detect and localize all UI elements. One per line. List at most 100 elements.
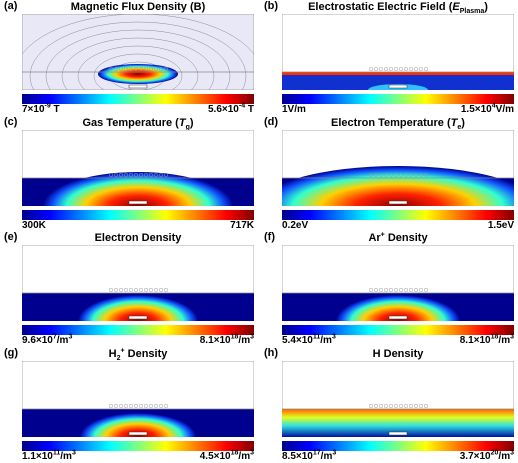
field-shape	[403, 403, 409, 408]
field-region	[282, 72, 514, 90]
simulation-image	[282, 245, 514, 321]
text-segment: Density	[124, 347, 168, 360]
field-shape	[153, 287, 159, 293]
text-segment: /m	[320, 450, 333, 462]
text-segment: 3	[331, 333, 336, 341]
text-segment: 8.1×10	[199, 335, 231, 346]
text-segment: +	[120, 346, 125, 354]
field-shape	[113, 403, 119, 408]
field-region	[388, 84, 408, 89]
panel-title: Magnetic Flux Density (B)	[22, 1, 254, 13]
field-shape	[138, 172, 144, 177]
panel-title: Electron Temperature (Te)	[282, 116, 514, 131]
field-shape	[413, 172, 419, 177]
field-shape	[282, 165, 514, 206]
field-shape	[378, 403, 384, 408]
field-shape	[143, 287, 149, 293]
field-shape	[158, 172, 164, 177]
text-segment: 9.6×10	[22, 335, 53, 346]
field-shape	[368, 172, 374, 177]
text-segment: Electron Temperature (	[331, 116, 451, 129]
field-shape	[118, 403, 124, 408]
panel-title: Ar+ Density	[282, 231, 514, 244]
field-shape	[148, 66, 154, 72]
text-segment: +	[380, 231, 385, 239]
field-shape	[423, 403, 429, 408]
colorbar-min: 1V/m	[282, 104, 306, 115]
field-shape	[163, 287, 169, 293]
colorbar-max: 717K	[230, 220, 254, 231]
text-segment: 3	[332, 449, 337, 457]
field-shape	[388, 66, 394, 72]
colorbar-max: 4.5×1018/m3	[200, 449, 254, 461]
field-shape	[45, 29, 231, 90]
field-shape	[158, 403, 164, 408]
field-shape	[77, 45, 199, 90]
field-shape	[29, 21, 247, 90]
panel-label: (a)	[4, 0, 18, 12]
text-segment: 1.5eV	[487, 219, 514, 231]
text-segment: 3	[510, 333, 514, 341]
text-segment: 8.5×10	[282, 450, 313, 462]
field-shape	[393, 172, 399, 177]
text-segment: Plasma	[459, 8, 485, 16]
colorbar-max: 3.7×1020/m3	[460, 449, 514, 462]
field-shape	[43, 171, 233, 206]
field-shape	[398, 172, 404, 177]
text-segment: T	[50, 104, 60, 115]
panel-label: (h)	[264, 346, 279, 359]
field-shape	[398, 66, 404, 72]
field-shape	[108, 172, 114, 177]
field-shape	[143, 172, 149, 177]
field-shape	[113, 172, 119, 177]
panel: (h) H Density 8.5×1017/m3 3.7×1020/m3	[264, 347, 514, 462]
field-shape	[383, 172, 389, 177]
field-region	[128, 431, 148, 435]
colorbar	[282, 325, 514, 335]
field-shape	[423, 172, 429, 177]
colorbar	[22, 94, 254, 104]
field-shape	[153, 172, 159, 177]
field-shape	[123, 287, 129, 293]
field-shape	[413, 403, 419, 408]
field-shape	[163, 403, 169, 408]
field-region	[128, 315, 148, 320]
colorbar-max: 8.1×1018/m3	[199, 333, 254, 346]
colorbar	[22, 440, 254, 451]
field-shape	[413, 287, 419, 293]
field-shape	[143, 66, 149, 72]
field-shape	[403, 66, 409, 72]
field-shape	[113, 287, 119, 293]
text-segment: /m	[56, 335, 69, 346]
field-shape	[336, 295, 460, 321]
field-region	[128, 84, 148, 89]
field-shape	[383, 66, 389, 72]
field-shape	[153, 66, 159, 72]
field-shape	[408, 287, 414, 293]
field-shape	[368, 287, 374, 293]
text-segment: 3	[250, 333, 254, 341]
field-shape	[148, 172, 154, 177]
panel-label: (f)	[264, 231, 275, 243]
colorbar-min: 7×10-9 T	[22, 103, 60, 115]
field-shape	[403, 287, 409, 293]
field-shape	[418, 66, 424, 72]
panel: (b) Electrostatic Electric Field (EPlasma…	[264, 0, 514, 115]
text-segment: Gas Temperature (	[82, 116, 179, 129]
simulation-image	[22, 129, 254, 206]
field-shape	[418, 172, 424, 177]
field-region	[282, 72, 514, 75]
field-shape	[418, 403, 424, 408]
colorbar-max: 1.5eV	[488, 220, 514, 231]
panel-label: (c)	[4, 115, 18, 128]
text-segment: 17	[312, 449, 321, 457]
text-segment: 2	[116, 354, 121, 362]
panel: (g) H2+ Density 1.1×1011/m3 4.5×1018/m3	[4, 347, 254, 462]
field-region	[388, 315, 408, 320]
text-segment: 3	[510, 449, 514, 457]
field-shape	[368, 403, 374, 408]
text-segment: /m	[498, 450, 511, 462]
text-segment: 300K	[22, 219, 46, 231]
panel-label: (e)	[4, 231, 18, 243]
text-segment: 20	[490, 449, 499, 457]
